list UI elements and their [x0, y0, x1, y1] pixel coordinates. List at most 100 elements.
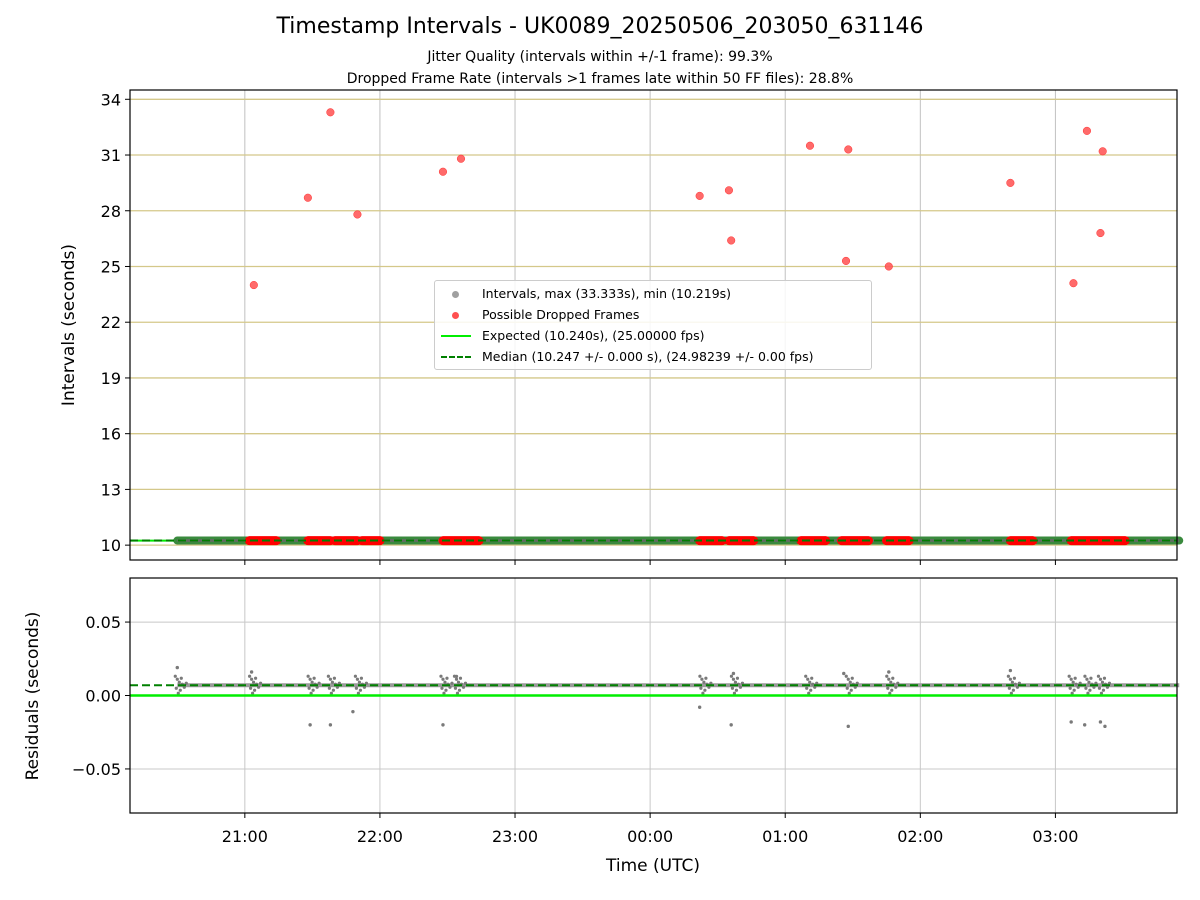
- residual-point: [175, 677, 179, 681]
- legend-label: Median (10.247 +/- 0.000 s), (24.98239 +…: [482, 349, 814, 364]
- residual-point: [1076, 685, 1080, 689]
- residual-point: [1088, 688, 1092, 692]
- intervals-axes-frame: [129, 89, 1178, 561]
- gray-point-icon: [452, 291, 459, 298]
- residual-point: [847, 691, 851, 695]
- residual-point: [1089, 676, 1093, 680]
- residual-point: [173, 674, 177, 678]
- residual-point: [1013, 682, 1017, 686]
- residual-point: [703, 688, 707, 692]
- dropped-frame-point: [1082, 126, 1091, 135]
- residual-outlier: [887, 670, 891, 674]
- residual-point: [310, 680, 314, 684]
- residual-point: [731, 677, 736, 681]
- residual-point: [455, 691, 460, 695]
- residual-outlier: [175, 665, 179, 670]
- residual-point: [439, 674, 443, 678]
- residual-point: [1097, 686, 1102, 690]
- dropped-frame-point: [456, 154, 466, 163]
- residual-point: [1085, 677, 1089, 681]
- residual-point: [184, 681, 188, 685]
- y-tick-label: 31: [101, 146, 121, 165]
- residual-point: [311, 688, 315, 692]
- residual-point: [709, 681, 713, 685]
- residual-point: [1096, 674, 1101, 678]
- residual-point: [732, 691, 737, 695]
- residual-point: [1094, 681, 1098, 685]
- dropped-frame-point: [353, 210, 362, 219]
- residual-point: [1073, 676, 1077, 680]
- residual-point: [734, 688, 739, 692]
- y-tick-label: 28: [101, 202, 121, 221]
- residual-point: [1087, 680, 1091, 684]
- y-tick-label: −0.05: [72, 760, 121, 779]
- dropped-frame-point: [303, 193, 312, 202]
- residual-point: [1012, 676, 1016, 680]
- residual-point: [327, 686, 331, 690]
- residual-point: [440, 686, 444, 690]
- residual-point: [249, 677, 254, 681]
- residual-point: [804, 674, 808, 678]
- residual-point: [885, 674, 889, 678]
- residual-point: [443, 680, 447, 684]
- y-tick-label: 0.00: [85, 687, 121, 706]
- x-tick-label: 23:00: [492, 827, 538, 846]
- residual-point: [1084, 686, 1088, 690]
- residual-point: [317, 681, 321, 685]
- residual-point: [849, 688, 853, 692]
- residual-point: [1100, 680, 1105, 684]
- residual-point: [1098, 677, 1103, 681]
- residual-point: [354, 686, 359, 690]
- dropped-frame-point: [805, 141, 815, 150]
- y-tick-label: 34: [101, 90, 121, 109]
- residual-point: [247, 674, 252, 678]
- residual-point: [1070, 691, 1074, 695]
- residual-point: [456, 680, 461, 684]
- x-tick-label: 02:00: [897, 827, 943, 846]
- residual-point: [733, 680, 738, 684]
- residual-outlier: [351, 709, 355, 714]
- residual-point: [700, 677, 704, 681]
- jitter-quality-subtitle: Jitter Quality (intervals within +/-1 fr…: [427, 49, 773, 65]
- residual-outlier: [1098, 720, 1103, 724]
- residual-point: [337, 681, 341, 685]
- residual-point: [1011, 688, 1015, 692]
- residual-point: [453, 686, 458, 690]
- residual-point: [1067, 674, 1071, 678]
- residual-point: [1006, 674, 1010, 678]
- residuals-y-axis-label: Residuals (seconds): [23, 612, 43, 781]
- residual-point: [308, 677, 312, 681]
- residual-point: [176, 691, 180, 695]
- residual-point: [328, 677, 332, 681]
- x-tick-label: 03:00: [1032, 827, 1078, 846]
- residual-point: [894, 685, 898, 689]
- residual-outlier: [249, 670, 254, 674]
- residual-point: [182, 685, 186, 689]
- residual-point: [251, 680, 256, 684]
- residual-point: [887, 677, 891, 681]
- legend-entry-dropped-frames: Possible Dropped Frames: [435, 305, 871, 325]
- residual-point: [1107, 681, 1112, 685]
- residual-point: [1083, 674, 1087, 678]
- residual-point: [174, 686, 178, 690]
- residual-point: [177, 680, 181, 684]
- residual-point: [362, 685, 367, 689]
- residual-point: [250, 691, 255, 695]
- dropped-frame-point: [1006, 178, 1015, 187]
- y-tick-label: 16: [101, 425, 121, 444]
- residual-point: [329, 691, 333, 695]
- residual-point: [359, 676, 364, 680]
- x-tick-label: 01:00: [762, 827, 808, 846]
- residual-point: [698, 674, 702, 678]
- residual-point: [355, 677, 360, 681]
- residual-point: [855, 681, 859, 685]
- residual-point: [441, 677, 445, 681]
- residual-point: [1015, 685, 1019, 689]
- residual-outlier: [729, 723, 733, 727]
- x-axis-label: Time (UTC): [605, 856, 700, 876]
- residual-point: [448, 685, 452, 689]
- residual-point: [850, 676, 854, 680]
- residual-point: [702, 680, 706, 684]
- residuals-panel: 21:00 22:00 23:00 00:00 01:00 02:00 03:00 −0.05…: [72, 577, 1180, 846]
